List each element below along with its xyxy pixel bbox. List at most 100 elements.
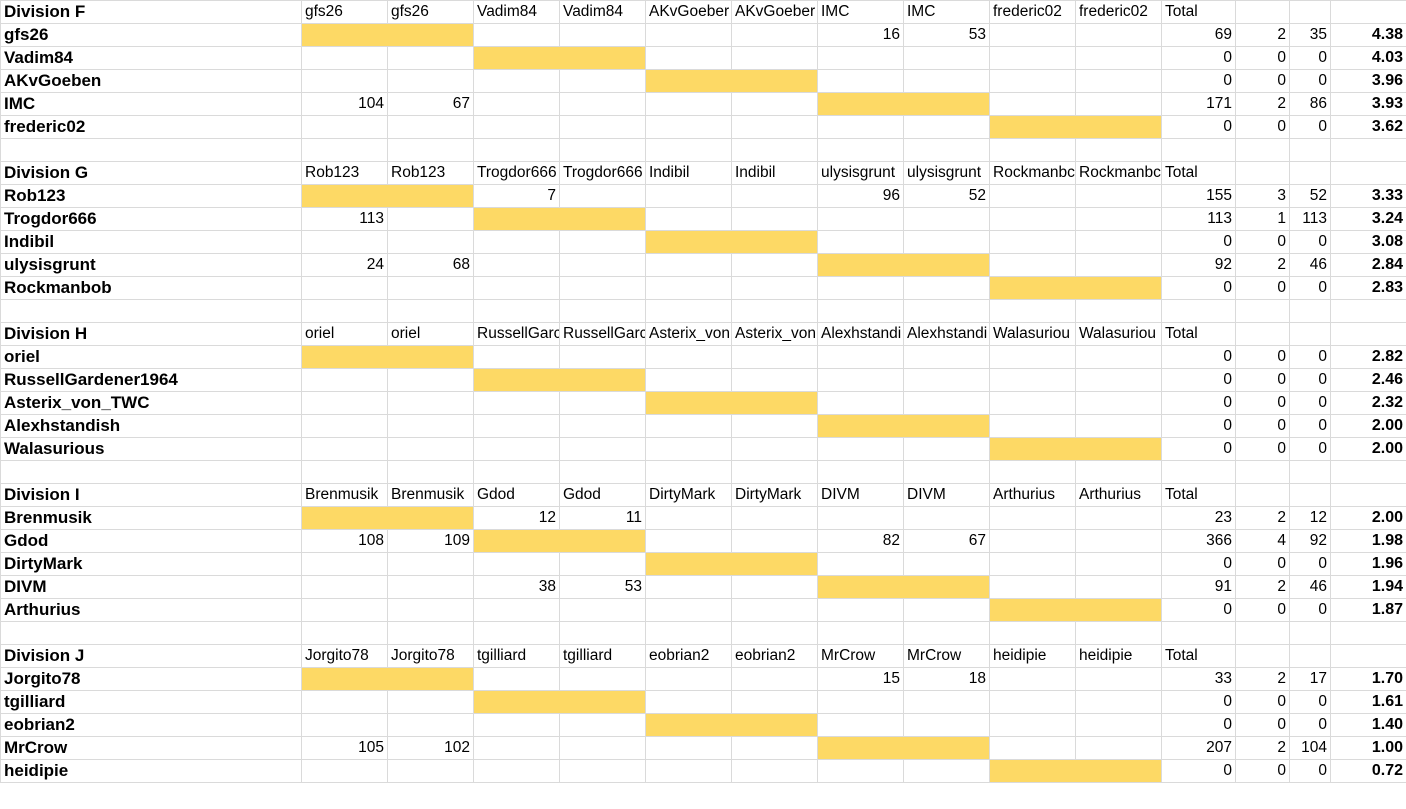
- row: Arthurius 0 0 0 1.87: [0, 598, 1406, 622]
- score-cell: 53: [903, 23, 990, 47]
- score-cell: [817, 598, 904, 622]
- score-cell: [989, 46, 1076, 70]
- average: 52: [1289, 184, 1331, 208]
- empty-cell: [1235, 161, 1290, 185]
- score-cell: [1075, 46, 1162, 70]
- player-name: frederic02: [0, 115, 302, 139]
- score-cell: [1075, 414, 1162, 438]
- score-cell: [387, 230, 474, 254]
- score-cell: [645, 506, 732, 530]
- self-match: [301, 667, 474, 691]
- score-cell: [645, 736, 732, 760]
- total: 0: [1161, 414, 1236, 438]
- average: 104: [1289, 736, 1331, 760]
- total: 92: [1161, 253, 1236, 277]
- player-name: MrCrow: [0, 736, 302, 760]
- games: 0: [1235, 759, 1290, 783]
- division-title: Division G: [0, 161, 302, 185]
- score-cell: [731, 598, 818, 622]
- score-cell: [645, 759, 732, 783]
- score-cell: [731, 690, 818, 714]
- score-cell: [903, 506, 990, 530]
- score-cell: [473, 667, 560, 691]
- games: 0: [1235, 115, 1290, 139]
- division-title: Division H: [0, 322, 302, 346]
- empty-cell: [1289, 138, 1331, 162]
- column-header: gfs26: [301, 0, 388, 24]
- column-header: Rob123: [387, 161, 474, 185]
- score-cell: [731, 46, 818, 70]
- column-header: Arthurius: [989, 483, 1076, 507]
- total-header: Total: [1161, 322, 1236, 346]
- score-cell: [817, 368, 904, 392]
- games: 2: [1235, 736, 1290, 760]
- column-header: ulysisgrunt: [817, 161, 904, 185]
- score-cell: [645, 437, 732, 461]
- score-cell: 82: [817, 529, 904, 553]
- score-cell: [301, 437, 388, 461]
- score-cell: [473, 276, 560, 300]
- division-title: Division F: [0, 0, 302, 24]
- rating: 3.62: [1330, 115, 1406, 139]
- column-header: IMC: [903, 0, 990, 24]
- total: 0: [1161, 69, 1236, 93]
- score-cell: [387, 575, 474, 599]
- empty-cell: [301, 621, 388, 645]
- self-match: [817, 92, 990, 116]
- empty-cell: [1330, 0, 1406, 24]
- score-cell: [1075, 184, 1162, 208]
- score-cell: [731, 23, 818, 47]
- self-match: [301, 506, 474, 530]
- empty-cell: [1330, 460, 1406, 484]
- score-cell: [1075, 23, 1162, 47]
- rating: 1.70: [1330, 667, 1406, 691]
- rating: 2.00: [1330, 506, 1406, 530]
- games: 0: [1235, 276, 1290, 300]
- total: 0: [1161, 115, 1236, 139]
- empty-cell: [731, 138, 818, 162]
- score-cell: [473, 69, 560, 93]
- empty-cell: [1235, 138, 1290, 162]
- column-header: heidipie: [989, 644, 1076, 668]
- row: Rob123 7 96 52 155 3 52 3.33: [0, 184, 1406, 208]
- score-cell: 102: [387, 736, 474, 760]
- average: 0: [1289, 598, 1331, 622]
- empty-cell: [0, 460, 302, 484]
- player-name: gfs26: [0, 23, 302, 47]
- score-cell: [989, 184, 1076, 208]
- score-cell: 53: [559, 575, 646, 599]
- row: gfs26 16 53 69 2 35 4.38: [0, 23, 1406, 47]
- score-cell: [903, 276, 990, 300]
- row: Division J Jorgito78 Jorgito78 tgilliard tgi…: [0, 644, 1406, 668]
- score-cell: [1075, 575, 1162, 599]
- score-cell: [645, 253, 732, 277]
- score-cell: [731, 759, 818, 783]
- column-header: oriel: [301, 322, 388, 346]
- empty-cell: [1289, 322, 1331, 346]
- average: 92: [1289, 529, 1331, 553]
- self-match: [473, 529, 646, 553]
- average: 86: [1289, 92, 1331, 116]
- empty-cell: [817, 460, 904, 484]
- score-cell: [301, 575, 388, 599]
- score-cell: [731, 667, 818, 691]
- score-cell: [903, 115, 990, 139]
- row: IMC 104 67 171 2 86 3.93: [0, 92, 1406, 116]
- score-cell: [559, 276, 646, 300]
- total: 0: [1161, 437, 1236, 461]
- total: 23: [1161, 506, 1236, 530]
- player-name: eobrian2: [0, 713, 302, 737]
- score-cell: [387, 207, 474, 231]
- games: 0: [1235, 46, 1290, 70]
- column-header: DirtyMark: [645, 483, 732, 507]
- average: 17: [1289, 667, 1331, 691]
- empty-cell: [559, 138, 646, 162]
- column-header: Alexhstandi: [817, 322, 904, 346]
- row: DirtyMark 0 0 0 1.96: [0, 552, 1406, 576]
- total: 366: [1161, 529, 1236, 553]
- column-header: Rockmanbc: [1075, 161, 1162, 185]
- player-name: Rockmanbob: [0, 276, 302, 300]
- empty-cell: [1235, 322, 1290, 346]
- empty-cell: [473, 299, 560, 323]
